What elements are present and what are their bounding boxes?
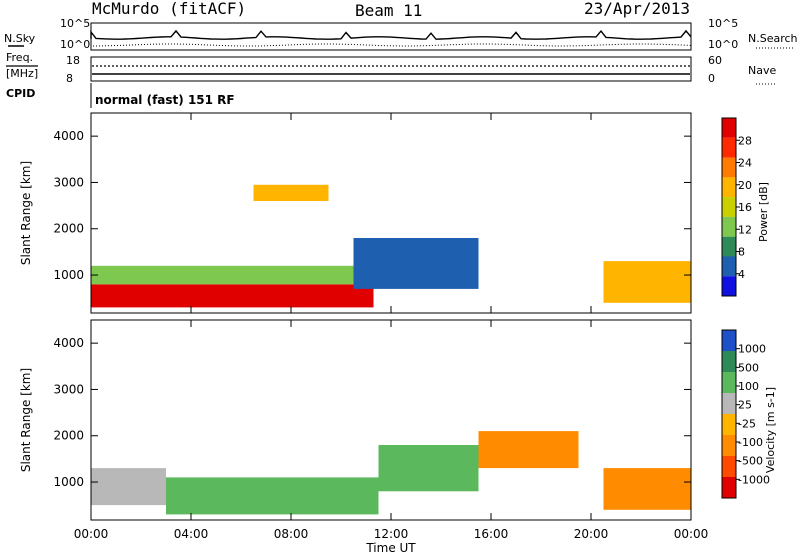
velocity-colorbar-segment-2: [722, 372, 736, 393]
site-title: McMurdo (fitACF): [92, 0, 246, 18]
velocity-region-0: [91, 468, 166, 506]
x-axis: 00:00 04:00 08:00 12:00 16:00 20:00 00:00: [74, 113, 709, 541]
power-colorbar-segment-7: [722, 256, 736, 277]
noise-search-line: [90, 43, 692, 47]
power-region-4: [253, 184, 329, 201]
power-colorbar-segment-3: [722, 177, 736, 198]
noise-left-tick-bottom: 10^0: [60, 38, 90, 51]
noise-sky-line: [90, 29, 692, 40]
power-colorbar-tick-2: 20: [738, 179, 752, 192]
x-tick-4: 16:00: [474, 527, 509, 541]
noise-left-label: N.Sky: [4, 32, 36, 45]
power-colorbar-tick-5: 8: [738, 246, 745, 259]
velocity-ytick-0: 4000: [53, 336, 84, 350]
freq-left-tick-bottom: 8: [66, 72, 73, 85]
power-colorbar-segment-1: [722, 137, 736, 158]
velocity-colorbar-segment-7: [722, 477, 736, 498]
x-tick-6: 00:00: [674, 527, 709, 541]
x-tick-2: 08:00: [274, 527, 309, 541]
velocity-region-1: [166, 477, 379, 515]
velocity-colorbar-segment-3: [722, 393, 736, 414]
noise-left-tick-top: 10^5: [60, 17, 90, 30]
velocity-region-2: [378, 445, 479, 492]
velocity-colorbar-tick-7: -1000: [738, 473, 770, 486]
velocity-colorbar: 1000 500 100 25 -25 -100 -500 -1000 Velocity [m…: [721, 329, 777, 499]
x-tick-1: 04:00: [174, 527, 209, 541]
velocity-colorbar-segment-5: [722, 435, 736, 456]
velocity-colorbar-segment-1: [722, 351, 736, 372]
x-tick-5: 20:00: [574, 527, 609, 541]
power-colorbar-tick-6: 4: [738, 268, 745, 281]
velocity-colorbar-tick-1: 500: [738, 361, 759, 374]
power-region-0: [91, 284, 374, 308]
velocity-colorbar-segment-0: [722, 330, 736, 351]
power-ytick-3: 1000: [53, 268, 84, 282]
power-ylabel: Slant Range [km]: [19, 161, 33, 265]
power-colorbar-label: Power [dB]: [757, 182, 770, 242]
x-tick-3: 12:00: [374, 527, 409, 541]
velocity-ytick-1: 3000: [53, 382, 84, 396]
cpid-text: normal (fast) 151 RF: [95, 93, 235, 107]
velocity-colorbar-tick-0: 1000: [738, 343, 766, 356]
power-colorbar-tick-3: 16: [738, 201, 752, 214]
freq-right-tick-top: 60: [708, 54, 722, 67]
velocity-ylabel: Slant Range [km]: [19, 368, 33, 472]
x-axis-label: Time UT: [365, 541, 416, 554]
velocity-colorbar-segment-6: [722, 456, 736, 477]
power-ytick-2: 2000: [53, 222, 84, 236]
power-colorbar: 28 24 20 16 12 8 4 Power [dB]: [721, 117, 770, 297]
velocity-colorbar-tick-5: -100: [738, 436, 763, 449]
power-ytick-0: 4000: [53, 129, 84, 143]
velocity-colorbar-label: Velocity [m s-1]: [764, 387, 777, 473]
power-colorbar-tick-4: 12: [738, 223, 752, 236]
noise-right-label: N.Search: [748, 32, 798, 45]
power-region-3: [603, 261, 691, 303]
freq-right-tick-bottom: 0: [708, 72, 715, 85]
noise-right-tick-top: 10^5: [708, 17, 738, 30]
cpid-panel: CPID normal (fast) 151 RF: [6, 83, 235, 108]
velocity-colorbar-tick-4: -25: [738, 417, 756, 430]
freq-panel: Freq. [MHz] 18 8 60 0 Nave: [6, 51, 776, 85]
freq-left-tick-top: 18: [66, 54, 80, 67]
power-colorbar-segment-5: [722, 216, 736, 237]
nave-label: Nave: [748, 64, 776, 77]
power-panel: 4000 3000 2000 1000 Slant Range [km]: [19, 112, 692, 314]
noise-right-tick-bottom: 10^0: [708, 38, 738, 51]
x-tick-0: 00:00: [74, 527, 109, 541]
velocity-colorbar-tick-2: 100: [738, 380, 759, 393]
power-colorbar-segment-6: [722, 236, 736, 257]
power-colorbar-tick-1: 24: [738, 157, 752, 170]
velocity-region-3: [478, 431, 579, 469]
power-colorbar-segment-0: [722, 118, 736, 138]
freq-label-2: [MHz]: [6, 67, 38, 80]
velocity-region-4: [603, 468, 691, 510]
beam-title: Beam 11: [355, 1, 422, 20]
velocity-ytick-3: 1000: [53, 475, 84, 489]
power-colorbar-segment-2: [722, 157, 736, 178]
velocity-panel: 4000 3000 2000 1000 Slant Range [km]: [19, 319, 692, 521]
velocity-colorbar-tick-3: 25: [738, 399, 752, 412]
power-ytick-1: 3000: [53, 175, 84, 189]
power-region-1: [91, 265, 374, 285]
power-colorbar-segment-8: [722, 276, 736, 296]
velocity-ytick-2: 2000: [53, 429, 84, 443]
velocity-colorbar-segment-4: [722, 414, 736, 435]
velocity-colorbar-tick-6: -500: [738, 455, 763, 468]
power-colorbar-tick-0: 28: [738, 134, 752, 147]
power-region-2: [353, 238, 479, 289]
freq-label-1: Freq.: [6, 51, 33, 64]
cpid-label: CPID: [6, 87, 35, 100]
noise-panel: N.Sky 10^5 10^0 10^5 10^0 N.Search: [4, 17, 798, 51]
power-colorbar-segment-4: [722, 197, 736, 217]
date-title: 23/Apr/2013: [584, 0, 690, 18]
